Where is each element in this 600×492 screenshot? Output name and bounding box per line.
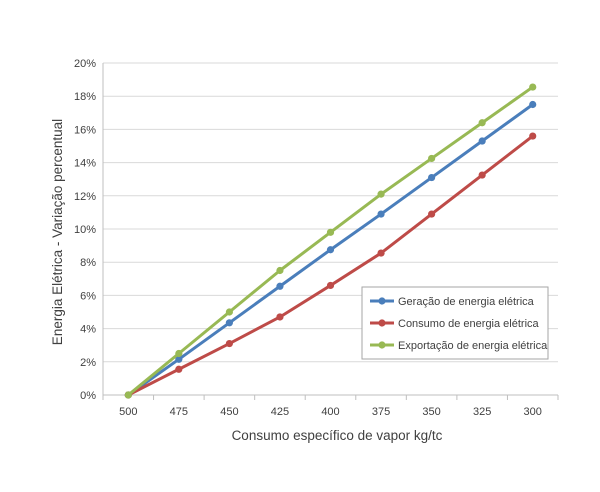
y-tick-label: 2% [80, 357, 96, 369]
x-tick-label: 325 [473, 406, 491, 418]
axes [102, 63, 559, 400]
data-point [326, 228, 335, 236]
x-axis-title: Consumo específico de vapor kg/tc [232, 428, 443, 443]
data-point [428, 210, 436, 218]
legend-swatch-marker [378, 319, 386, 327]
series-lines [124, 83, 537, 399]
x-tick-label: 450 [220, 406, 238, 418]
legend: Geração de energia elétrica Consumo de en… [361, 286, 549, 360]
y-tick-label: 20% [74, 58, 96, 70]
data-point [124, 391, 132, 399]
data-point [175, 349, 183, 358]
data-point [428, 173, 436, 182]
x-tick-label: 375 [372, 406, 390, 418]
data-point [326, 246, 335, 254]
data-point [529, 100, 537, 109]
data-point [326, 281, 335, 290]
data-point [225, 339, 233, 348]
y-axis-title: Energia Elétrica - Variação percentual [50, 119, 65, 345]
data-point [478, 137, 486, 145]
y-tick-label: 12% [74, 191, 96, 203]
data-point [276, 266, 284, 275]
y-tick-label: 18% [74, 91, 96, 103]
y-tick-label: 0% [80, 390, 96, 402]
y-tick-label: 10% [74, 224, 96, 236]
data-point [377, 190, 385, 198]
legend-label: Consumo de energia elétrica [398, 318, 540, 330]
data-point [529, 132, 537, 140]
data-point [276, 282, 284, 290]
legend-swatch-marker [378, 341, 386, 349]
y-tick-label: 16% [74, 124, 96, 136]
x-tick-label: 300 [524, 406, 542, 418]
data-point [428, 154, 436, 163]
data-point [276, 313, 284, 321]
tick-labels: 0% 2% 4% 6% 8% 10% 12% 14% 16% 18% 20% 500 475 450 425… [74, 58, 542, 418]
x-tick-label: 500 [119, 406, 137, 418]
data-point [529, 83, 537, 91]
y-tick-label: 8% [80, 257, 96, 269]
y-tick-label: 6% [80, 290, 96, 302]
data-point [225, 308, 233, 316]
x-tick-label: 425 [271, 406, 289, 418]
x-tick-label: 400 [321, 406, 339, 418]
y-tick-label: 14% [74, 158, 96, 170]
x-tick-label: 350 [422, 406, 440, 418]
legend-label: Exportação de energia elétrica [398, 340, 548, 352]
data-point [478, 119, 486, 127]
x-tick-label: 475 [170, 406, 188, 418]
legend-swatch-marker [378, 297, 386, 305]
data-point [478, 171, 486, 179]
y-tick-label: 4% [80, 324, 96, 336]
data-point [225, 319, 233, 327]
legend-label: Geração de energia elétrica [398, 296, 535, 308]
data-point [175, 365, 183, 373]
data-point [377, 249, 385, 257]
data-point [175, 355, 183, 363]
data-point [377, 210, 385, 218]
